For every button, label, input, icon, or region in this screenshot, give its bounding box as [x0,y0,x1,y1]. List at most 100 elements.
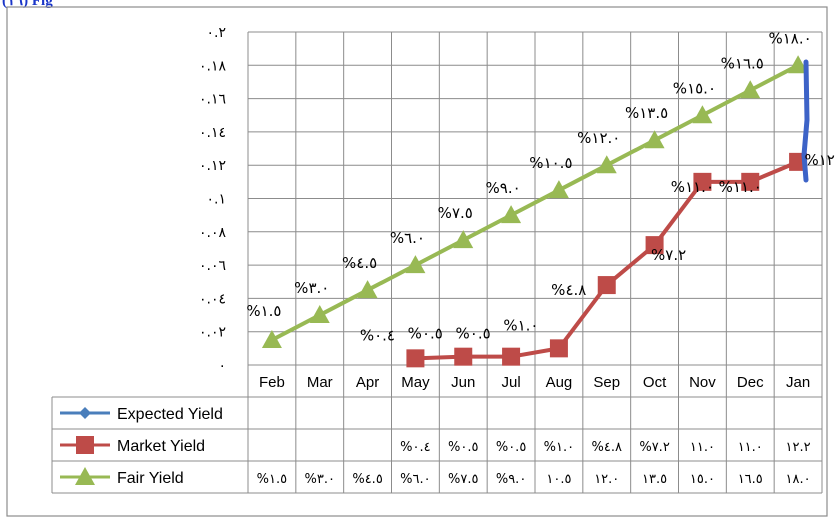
table-cell: ١٣.٥ [642,472,667,487]
fair-yield-data-label: %٩.٠ [486,179,521,197]
table-cell: ١٨.٠ [786,472,811,487]
fair-yield-marker [501,205,522,224]
fair-yield-data-label: %١٨.٠ [768,29,811,47]
table-cell: ١٢.٠ [594,472,619,487]
table-cell: ١١.٠ [738,440,763,455]
x-tick-label: Aug [546,374,573,391]
fair-yield-data-label: %٤.٥ [342,254,377,272]
table-cell: ١٦.٥ [738,472,763,487]
x-tick-label: Nov [689,374,716,391]
market-yield-data-label: %١١.٠ [719,178,762,196]
table-cell: %١.٥ [257,472,287,487]
y-tick-label: ٠.٢ [207,25,227,41]
fair-yield-data-label: %١٣.٥ [625,104,668,122]
x-tick-label: Jan [786,374,810,391]
fair-yield-marker [453,230,474,249]
market-yield-line [652,179,705,248]
fair-yield-line [509,188,561,218]
table-cell: %٤.٥ [352,472,382,487]
fair-yield-marker [548,180,569,199]
x-tick-label: Feb [259,374,285,391]
x-tick-label: May [401,374,430,391]
fair-yield-line [365,263,418,293]
fair-yield-marker [692,105,713,124]
y-tick-label: ٠.٠٢ [199,325,226,341]
y-tick-label: ٠.١٢ [199,158,226,174]
x-tick-label: Apr [356,374,379,391]
fair-yield-marker [357,280,378,299]
expected-yield-legend-label: Expected Yield [117,406,223,423]
fair-yield-data-label: %١٦.٥ [721,54,764,72]
market-yield-marker [693,172,712,191]
fair-yield-line [317,288,370,318]
x-tick-label: Mar [307,374,333,391]
fair-yield-data-label: %١٥.٠ [673,79,716,97]
y-tick-label: ٠ [218,358,226,374]
fair-yield-marker [644,130,665,149]
market-yield-legend-label: Market Yield [117,438,205,455]
market-yield-data-label: %١.٠ [503,316,538,334]
market-yield-marker [406,349,425,368]
table-cell: %٧.٥ [448,472,478,487]
table-cell: ١٥.٠ [690,472,715,487]
market-yield-data-label: %٠.٤ [360,326,395,344]
fair-yield-data-label: %٣.٠ [294,279,329,297]
y-tick-label: ٠.٠٦ [199,258,226,274]
fair-yield-line [700,88,753,118]
table-cell: %٠.٥ [496,440,526,455]
fair-yield-line [604,138,657,168]
market-yield-marker [645,236,664,255]
x-tick-label: Jul [501,374,520,391]
table-cell: %٤.٨ [592,440,622,455]
market-yield-data-label: %٧.٢ [651,246,686,264]
fair-yield-line [461,213,514,243]
table-cell: ١٠.٥ [546,472,571,487]
market-yield-data-label: %١١.٠ [671,178,714,196]
fair-yield-marker [788,55,809,74]
fair-yield-data-label: %٦.٠ [390,229,425,247]
fair-yield-marker [309,305,330,324]
fair-yield-marker [740,80,761,99]
market-yield-marker [502,347,521,366]
fair-yield-marker [405,255,426,274]
table-cell: ١١.٠ [690,440,715,455]
fair-yield-marker [596,155,617,174]
text-layer: ٠ ٠.٠٢ ٠.٠٤ ٠.٠٦ ٠.٠٨ ٠.١ ٠.١٢ ٠.١٤ ٠.١٦ ٠.١٨ ٠.٢ F… [117,25,835,487]
market-yield-marker [597,276,616,295]
market-yield-data-label: %٤.٨ [551,281,586,299]
plot-grid [247,31,823,493]
table-cell: %٩.٠ [496,472,526,487]
market-yield-marker [741,172,760,191]
fair-yield-legend-label: Fair Yield [117,470,184,487]
fair-yield-marker [261,330,282,349]
fair-yield-data-label: %٧.٥ [438,204,473,222]
y-tick-label: ٠.١٤ [199,125,226,141]
series-layer [261,55,810,368]
fair-yield-line [413,238,466,268]
market-yield-marker [549,339,568,358]
market-yield-data-label: %٠.٥ [456,325,491,343]
fair-yield-line [269,313,322,343]
expected-yield-legend-marker [79,407,91,419]
table-cell: %١.٠ [544,440,574,455]
table-cell: %٣.٠ [305,472,335,487]
table-cell: %٠.٤ [400,440,430,455]
y-tick-label: ٠.١٦ [199,92,226,108]
fair-yield-line [748,63,801,93]
highlight-stroke [801,59,810,183]
market-yield-marker [454,347,473,366]
x-tick-label: Jun [451,374,475,391]
table-cell: %٠.٥ [448,440,478,455]
table-cell: ١٢.٢ [786,440,811,455]
y-tick-label: ٠.١٨ [199,58,226,74]
data-table [51,364,822,494]
table-cell: %٦.٠ [400,472,430,487]
x-tick-label: Dec [737,374,764,391]
fair-yield-line [556,163,609,193]
market-yield-line [556,283,609,351]
table-cell: %٧.٢ [639,440,669,455]
y-tick-label: ٠.١ [207,192,227,208]
y-tick-label: ٠.٠٤ [199,291,226,307]
fair-yield-line [652,113,705,143]
